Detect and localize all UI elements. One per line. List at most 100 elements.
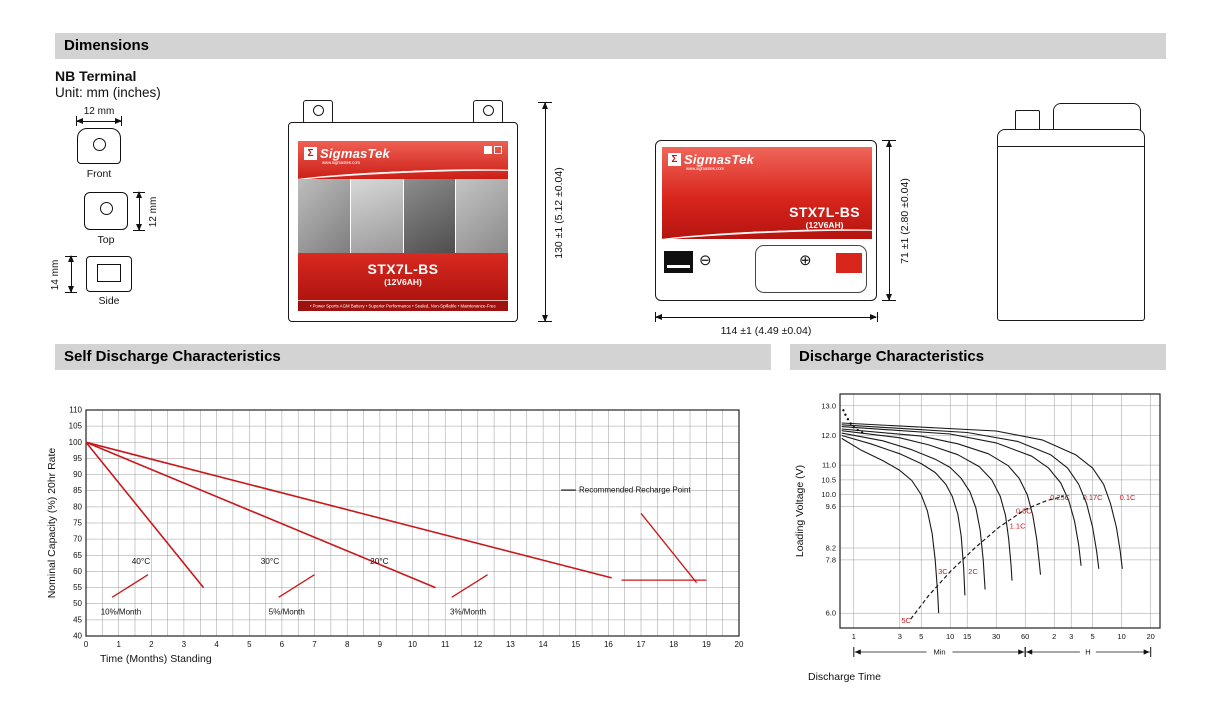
chart-annotation: 30°C <box>261 556 280 566</box>
x-tick-label: 8 <box>345 640 350 649</box>
top-terminal-height-dim-line <box>136 191 142 231</box>
top-height-dim-line <box>886 140 892 301</box>
recommended-recharge-line <box>640 512 698 584</box>
series-label-1.1C: 1.1C <box>1010 521 1026 530</box>
discharge-chart: 1 3 5 10 15 30 60 2 3 5 10 20 6.0 7.8 8.2 9.6 10.0 10.5 11… <box>794 393 1161 683</box>
negative-symbol: ⊖ <box>699 252 712 269</box>
label-brand-band: Σ SigmasTek www.sigmastek.com <box>298 141 508 179</box>
self-discharge-chart: 0 1 2 3 4 5 6 7 8 9 10 11 12 13 14 15 16 17 18 19 2040455055… <box>46 406 744 666</box>
y-tick-label: 70 <box>73 535 82 544</box>
y-tick-label: 11.0 <box>822 461 836 470</box>
x-tick-label: 20 <box>1147 632 1155 641</box>
y-tick-label: 85 <box>73 486 82 495</box>
initial-voltage-marker <box>860 431 864 434</box>
battery-terminal-right <box>473 100 503 124</box>
terminal-hole-icon <box>312 105 324 116</box>
top-terminal-height-label: 12 mm <box>148 196 159 228</box>
battery-mark-icon <box>494 146 502 154</box>
recycle-icon <box>484 146 492 154</box>
sigma-logo-icon: Σ <box>668 153 681 166</box>
label-model-band: STX7L-BS (12V6AH) <box>298 253 508 300</box>
side-body <box>997 129 1145 321</box>
chart-annotation: 40°C <box>132 556 151 566</box>
x-tick-label: 7 <box>312 640 317 649</box>
series-label-0.1C: 0.1C <box>1120 493 1136 502</box>
x-tick-label: 60 <box>1021 632 1029 641</box>
x-tick-label: 10 <box>408 640 417 649</box>
plot-frame <box>839 393 1161 629</box>
y-tick-label: 100 <box>69 438 83 447</box>
y-tick-label: 7.8 <box>826 555 836 564</box>
terminal-front-label: Front <box>86 168 112 180</box>
terminal-hole-icon <box>482 105 494 116</box>
label-footer-strip: • Power Sports AGM Battery • Superior Pe… <box>298 300 508 311</box>
battery-terminal-left <box>303 100 333 124</box>
x-tick-label: 15 <box>963 632 971 641</box>
terminal-top-label: Top <box>97 234 115 246</box>
x-tick-label: 4 <box>214 640 219 649</box>
brand-url: www.sigmastek.com <box>322 161 361 166</box>
time-unit-label: H <box>1085 648 1090 657</box>
y-tick-label: 12.0 <box>821 431 836 440</box>
chart-annotation: 20°C <box>370 556 389 566</box>
chart-annotation: Recommended Recharge Point <box>579 486 691 495</box>
series-label-3C: 3C <box>938 567 948 576</box>
arrowhead <box>1143 649 1150 655</box>
photo-panel <box>403 179 456 253</box>
series-0.17C <box>841 424 1100 569</box>
arrowhead <box>854 649 861 655</box>
y-tick-label: 90 <box>73 470 82 479</box>
model-spec: (12V6AH) <box>805 220 844 230</box>
terminal-side-label: Side <box>98 295 120 307</box>
x-tick-label: 3 <box>898 632 902 641</box>
photo-panel <box>350 179 403 253</box>
series-0.25C <box>841 426 1082 566</box>
label-photo-montage <box>298 179 508 253</box>
x-tick-label: 19 <box>702 640 711 649</box>
front-height-dim-label: 130 ±1 (5.12 ±0.04) <box>553 167 565 259</box>
photo-panel <box>456 179 508 253</box>
y-tick-label: 105 <box>69 422 83 431</box>
arrowhead <box>1026 649 1033 655</box>
y-tick-label: 80 <box>73 502 82 511</box>
x-tick-label: 15 <box>571 640 580 649</box>
y-tick-label: 110 <box>69 406 82 415</box>
y-axis-title: Nominal Capacity (%) 20hr Rate <box>46 448 58 599</box>
front-terminal-width-label: 12 mm <box>83 106 115 117</box>
battery-front-label: Σ SigmasTek www.sigmastek.com <box>298 141 508 311</box>
y-axis-title: Loading Voltage (V) <box>794 465 806 557</box>
initial-voltage-marker <box>856 428 859 432</box>
x-tick-label: 9 <box>378 640 383 649</box>
initial-voltage-marker <box>849 422 852 425</box>
unit-note: Unit: mm (inches) <box>55 85 161 100</box>
series-label-0.25C: 0.25C <box>1050 493 1071 502</box>
time-unit-label: Min <box>933 648 945 657</box>
battery-front-view: Σ SigmasTek www.sigmastek.com <box>288 100 518 322</box>
battery-top-view: Σ SigmasTek www.sigmastek.com STX7L-BS (… <box>655 140 877 301</box>
terminal-hole-icon <box>92 138 106 151</box>
x-tick-label: 0 <box>84 640 89 649</box>
initial-voltage-marker <box>842 409 845 412</box>
top-width-dim-label: 114 ±1 (4.49 ±0.04) <box>720 325 812 337</box>
model-name: STX7L-BS <box>789 204 860 220</box>
plot-frame <box>85 409 740 637</box>
chart-annotation: 10%/Month <box>101 607 141 616</box>
terminal-type-heading: NB Terminal <box>55 68 137 84</box>
y-tick-label: 6.0 <box>826 609 836 618</box>
model-name: STX7L-BS <box>367 261 439 277</box>
discharge-plot: 1 3 5 10 15 30 60 2 3 5 10 20 6.0 7.8 8.2 9.6 10.0 10.5 11… <box>794 393 1161 683</box>
brand-name: SigmasTek <box>684 152 754 167</box>
series-label-5C: 5C <box>901 616 911 625</box>
slope-mark-3pct <box>451 574 488 598</box>
x-tick-label: 13 <box>506 640 515 649</box>
top-label-model: STX7L-BS (12V6AH) <box>789 204 860 230</box>
chart-annotation: 5%/Month <box>269 607 305 616</box>
slope-mark-10pct <box>111 574 149 598</box>
side-terminal-height-label: 14 mm <box>50 259 61 291</box>
slope-mark-5pct <box>278 574 315 598</box>
sigma-logo-icon: Σ <box>304 147 317 160</box>
terminal-side-shape <box>86 256 132 292</box>
y-tick-label: 75 <box>73 519 82 528</box>
x-tick-label: 16 <box>604 640 613 649</box>
